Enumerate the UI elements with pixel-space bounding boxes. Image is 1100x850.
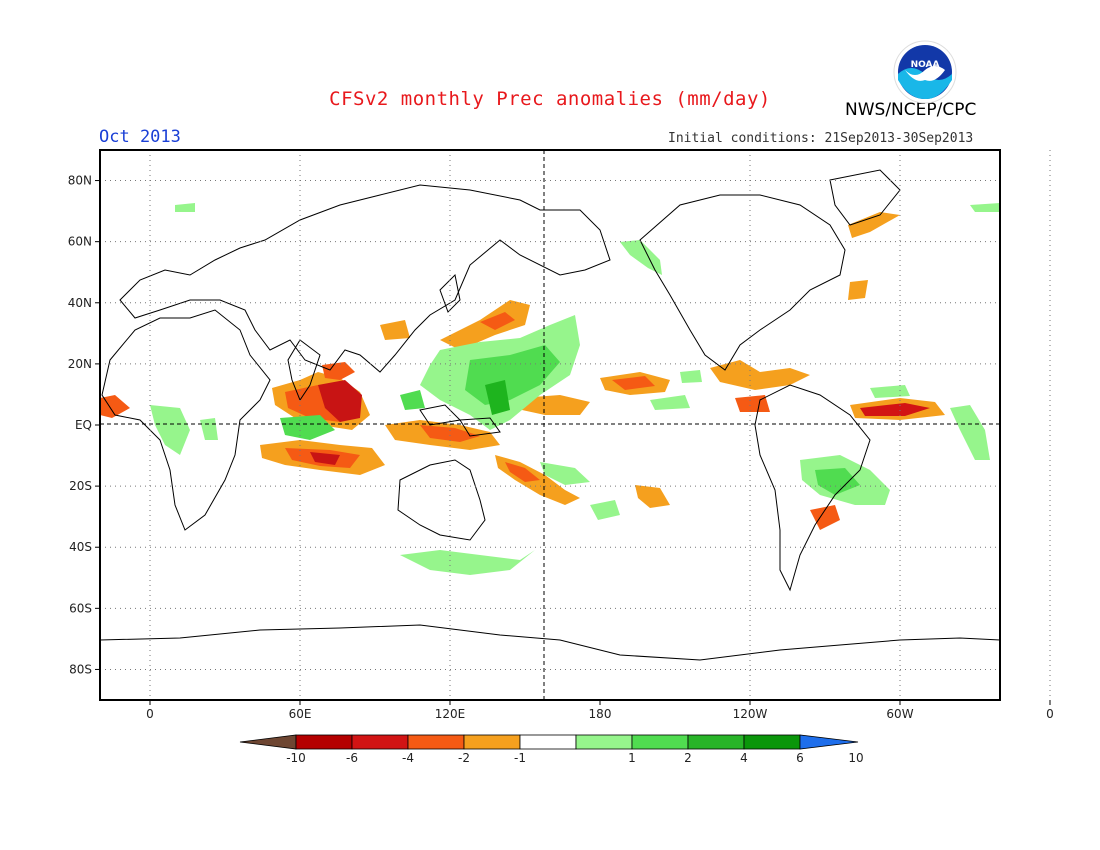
anomaly-wet-patch bbox=[620, 240, 662, 275]
colorbar-swatch bbox=[743, 734, 801, 750]
coastline-new-guinea bbox=[459, 417, 501, 437]
colorbar-arrow-high bbox=[799, 734, 859, 750]
anomaly-dry-patch bbox=[848, 212, 900, 238]
anomaly-dry-patch bbox=[505, 462, 540, 482]
anomaly-dry-patch bbox=[440, 300, 530, 350]
colorbar-arrow-low bbox=[239, 734, 297, 750]
colorbar-label: -4 bbox=[402, 751, 414, 765]
anomaly-wet-patch bbox=[485, 380, 510, 415]
anomaly-wet-patch bbox=[400, 550, 535, 575]
colorbar-label: -6 bbox=[346, 751, 358, 765]
anomaly-dry-patch bbox=[480, 312, 515, 330]
initial-conditions-label: Initial conditions: 21Sep2013-30Sep2013 bbox=[668, 131, 974, 146]
colorbar-swatch bbox=[519, 734, 577, 750]
agency-label: NWS/NCEP/CPC bbox=[845, 100, 977, 120]
colorbar-swatch bbox=[575, 734, 633, 750]
anomaly-dry-patch bbox=[810, 505, 840, 530]
colorbar-label: 6 bbox=[796, 751, 804, 765]
lat-tick-label: 60S bbox=[69, 601, 92, 615]
anomaly-wet-patch bbox=[540, 462, 590, 485]
colorbar-label: 1 bbox=[628, 751, 636, 765]
coastline-australia bbox=[397, 459, 486, 541]
anomaly-dry-patch bbox=[322, 362, 355, 380]
graticule bbox=[95, 150, 1051, 705]
anomaly-wet-patch bbox=[680, 370, 702, 383]
lon-tick-label: 60E bbox=[289, 707, 312, 721]
lon-tick-label: 120E bbox=[435, 707, 466, 721]
coastline-north-america bbox=[639, 194, 846, 371]
noaa-logo-icon: NOAA bbox=[893, 40, 957, 104]
anomaly-wet-patch bbox=[815, 468, 860, 495]
anomaly-wet-patch bbox=[970, 203, 1000, 212]
coastline-africa bbox=[101, 309, 271, 531]
colorbar-swatch bbox=[687, 734, 745, 750]
anomaly-dry-patch bbox=[420, 425, 480, 442]
colorbar-label: -2 bbox=[458, 751, 470, 765]
anomaly-wet-patch bbox=[870, 385, 910, 398]
anomaly-dry-patch bbox=[318, 380, 362, 422]
map-title: CFSv2 monthly Prec anomalies (mm/day) bbox=[329, 88, 771, 110]
latitude-labels: 80N 60N 40N 20N EQ 20S 40S 60S 80S bbox=[68, 174, 92, 677]
lat-tick-label: 40N bbox=[68, 296, 92, 310]
colorbar-label: -1 bbox=[514, 751, 526, 765]
coastline-greenland bbox=[829, 169, 901, 226]
colorbar-label: 4 bbox=[740, 751, 748, 765]
anomaly-dry-patch bbox=[848, 280, 868, 300]
anomaly-wet-patch bbox=[400, 390, 425, 410]
anomaly-dry-patch bbox=[520, 395, 590, 415]
map-frame bbox=[99, 149, 1001, 701]
coastline-south-america bbox=[754, 384, 871, 592]
colorbar-swatch bbox=[295, 734, 353, 750]
anomaly-dry-patch bbox=[380, 320, 410, 340]
colorbar-label: -10 bbox=[286, 751, 306, 765]
colorbar-label: 10 bbox=[848, 751, 863, 765]
anomaly-wet-patch bbox=[280, 415, 335, 440]
colorbar-swatch bbox=[407, 734, 465, 750]
anomaly-wet-patch bbox=[950, 405, 990, 460]
anomaly-wet-patch bbox=[150, 405, 190, 455]
lon-tick-label: 0 bbox=[1046, 707, 1054, 721]
lon-tick-label: 180 bbox=[589, 707, 612, 721]
lat-tick-label: 20N bbox=[68, 357, 92, 371]
lon-tick-label: 60W bbox=[886, 707, 913, 721]
colorbar: -10 -6 -4 -2 -1 1 2 4 6 10 bbox=[239, 734, 864, 765]
coastline-antarctica bbox=[99, 624, 1001, 661]
longitude-labels: 0 60E 120E 180 120W 60W 0 bbox=[146, 707, 1054, 721]
anomaly-fields bbox=[100, 203, 1000, 575]
anomaly-dry-patch bbox=[860, 403, 930, 416]
lat-tick-label: 40S bbox=[69, 540, 92, 554]
forecast-period-label: Oct 2013 bbox=[99, 127, 181, 147]
colorbar-label: 2 bbox=[684, 751, 692, 765]
colorbar-swatch bbox=[631, 734, 689, 750]
lat-tick-label: 60N bbox=[68, 235, 92, 249]
coastline-eurasia bbox=[119, 184, 611, 373]
colorbar-swatch bbox=[351, 734, 409, 750]
lon-tick-label: 120W bbox=[733, 707, 768, 721]
lat-tick-label: 80S bbox=[69, 662, 92, 676]
coastlines bbox=[99, 169, 1001, 661]
anomaly-wet-patch bbox=[650, 395, 690, 410]
anomaly-wet-patch bbox=[590, 500, 620, 520]
anomaly-dry-patch bbox=[100, 395, 130, 418]
colorbar-swatch bbox=[463, 734, 521, 750]
logo-text: NOAA bbox=[911, 60, 940, 70]
lat-tick-label: 20S bbox=[69, 479, 92, 493]
anomaly-dry-patch bbox=[635, 485, 670, 508]
anomaly-dry-patch bbox=[710, 360, 810, 390]
anomaly-dry-patch bbox=[310, 452, 340, 465]
lat-tick-label: 80N bbox=[68, 174, 92, 188]
anomaly-wet-patch bbox=[175, 203, 195, 212]
lat-tick-label: EQ bbox=[75, 418, 92, 432]
anomaly-dry-patch bbox=[612, 376, 655, 390]
lon-tick-label: 0 bbox=[146, 707, 154, 721]
